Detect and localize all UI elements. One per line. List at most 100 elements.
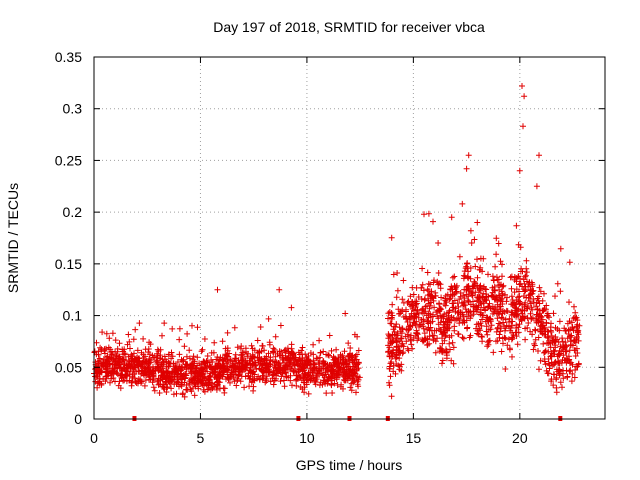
data-point [224, 371, 231, 378]
data-point [325, 351, 331, 358]
data-point [435, 240, 442, 246]
data-point [520, 286, 527, 293]
data-point [541, 358, 548, 365]
data-point [163, 378, 170, 385]
data-point [474, 274, 481, 281]
data-point [420, 287, 427, 294]
data-point [566, 333, 573, 340]
data-point [333, 362, 340, 369]
data-point [151, 387, 158, 394]
data-point [124, 341, 131, 348]
data-point [556, 327, 563, 334]
data-point [319, 372, 326, 379]
data-point [393, 294, 400, 301]
data-point [568, 319, 575, 326]
data-point [491, 287, 497, 293]
data-point [557, 379, 564, 386]
data-point [101, 347, 108, 354]
data-point [408, 341, 415, 348]
data-point [389, 353, 396, 360]
data-point [324, 361, 331, 368]
data-point [280, 366, 287, 373]
data-point [536, 152, 542, 159]
data-point [150, 371, 157, 377]
data-point [465, 313, 472, 320]
data-point [177, 374, 184, 381]
data-point [526, 298, 533, 305]
data-point [231, 324, 238, 331]
data-point [547, 340, 554, 347]
data-point [184, 330, 191, 337]
data-point [321, 377, 328, 384]
data-point [266, 341, 273, 348]
data-point [535, 348, 541, 354]
data-point [348, 370, 355, 377]
data-point [171, 373, 178, 380]
data-point [214, 354, 221, 360]
data-point [232, 355, 238, 362]
data-point [463, 263, 470, 270]
data-point [529, 283, 536, 290]
data-point [145, 346, 152, 352]
data-point [129, 378, 136, 385]
data-point [319, 360, 325, 367]
data-point [464, 260, 471, 267]
data-point [399, 340, 406, 347]
data-point [138, 349, 145, 356]
data-point [353, 351, 360, 358]
data-point [164, 384, 171, 391]
data-point [408, 310, 415, 317]
data-point [317, 379, 324, 386]
data-point [459, 200, 466, 207]
data-point [515, 294, 521, 301]
data-point [535, 293, 542, 300]
data-point [106, 367, 113, 374]
data-point [525, 281, 532, 288]
data-point [563, 348, 570, 355]
data-point [495, 292, 502, 299]
data-point [500, 340, 506, 347]
data-point [203, 358, 210, 365]
data-point [394, 330, 401, 337]
data-point [545, 348, 552, 355]
data-point [342, 377, 349, 384]
data-point [419, 336, 426, 343]
data-point [536, 300, 543, 307]
data-point [190, 385, 196, 391]
data-point [256, 349, 262, 356]
data-point [543, 302, 550, 309]
data-point [529, 288, 536, 295]
data-point [288, 350, 295, 357]
data-point [556, 360, 563, 366]
data-point [527, 291, 534, 298]
data-point [441, 321, 448, 328]
data-point [513, 325, 520, 331]
data-point [349, 357, 356, 364]
data-point [460, 275, 467, 282]
data-point [388, 310, 395, 316]
data-point [511, 300, 518, 307]
data-point [388, 393, 395, 400]
data-point [215, 363, 221, 370]
data-point [396, 347, 403, 354]
data-point [347, 350, 354, 357]
data-point [405, 327, 412, 334]
data-point [542, 328, 549, 334]
data-point [183, 353, 190, 360]
data-point [94, 384, 101, 391]
data-point [553, 384, 560, 391]
data-point [343, 369, 349, 376]
data-point [503, 298, 510, 305]
data-point [104, 363, 111, 370]
data-point [247, 364, 254, 371]
data-point [244, 353, 251, 360]
data-point [398, 335, 405, 342]
data-point [451, 327, 458, 334]
data-point [455, 330, 461, 337]
data-point [299, 344, 306, 351]
data-point [448, 357, 455, 364]
data-point [442, 292, 449, 299]
data-point [561, 325, 568, 332]
data-point [554, 280, 561, 287]
